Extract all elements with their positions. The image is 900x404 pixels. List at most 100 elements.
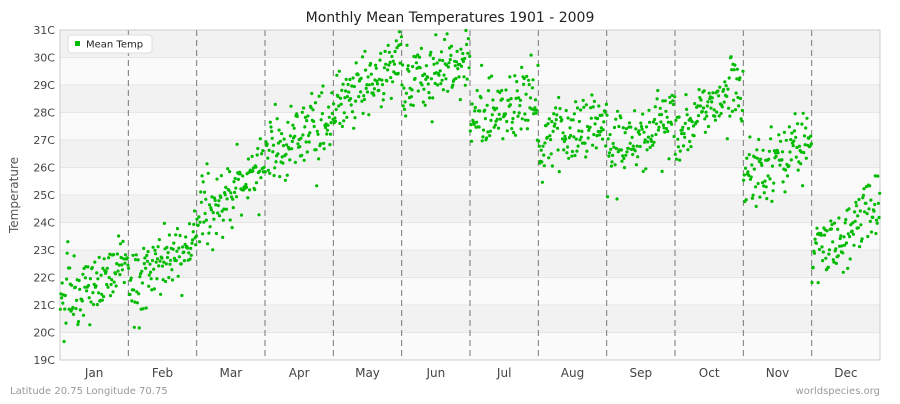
data-point [78,308,82,312]
data-point [466,37,470,41]
data-point [856,214,860,218]
data-point [115,252,119,256]
data-point [196,223,200,227]
data-point [370,82,375,86]
data-point [692,134,696,138]
data-point [268,120,272,124]
data-point [176,274,180,278]
data-point [677,115,681,119]
data-point [303,115,307,119]
data-point [272,173,276,178]
data-point [590,93,594,97]
data-point [532,108,536,112]
data-point [275,117,279,121]
data-point [800,122,804,126]
data-point [572,135,576,139]
background-band [60,305,880,333]
data-point [710,96,714,100]
data-point [187,251,191,255]
data-point [206,242,210,246]
data-point [254,165,258,169]
data-point [106,285,110,289]
data-point [547,117,551,121]
data-point [700,109,704,114]
data-point [307,140,311,144]
data-point [112,253,116,257]
data-point [592,132,596,137]
data-point [624,127,629,131]
data-point [68,266,72,270]
data-point [251,169,255,173]
data-point [520,65,524,69]
data-point [229,191,233,195]
data-point [619,148,624,152]
data-point [733,63,737,67]
data-point [591,143,595,147]
data-point [599,129,603,134]
data-point [850,229,854,233]
data-point [770,199,774,203]
data-point [718,85,722,89]
data-point [253,188,257,192]
data-point [435,61,439,65]
data-point [635,144,639,148]
data-point [489,118,493,122]
data-point [685,107,689,111]
data-point [142,262,146,266]
data-point [411,64,415,69]
data-point [638,144,642,149]
data-point [72,254,76,258]
data-point [102,257,106,261]
data-point [228,218,232,222]
data-point [90,266,94,270]
data-point [796,122,800,126]
data-point [512,110,516,114]
data-point [636,155,640,159]
data-point [66,240,70,244]
data-point [453,64,457,68]
data-point [59,292,63,296]
data-point [592,99,597,103]
data-point [654,122,659,126]
data-point [827,248,832,252]
data-point [169,258,173,262]
data-point [454,76,458,81]
data-point [144,306,148,310]
data-point [649,139,654,143]
data-point [298,145,302,149]
data-point [681,125,685,129]
data-point [278,175,282,179]
data-point [727,106,731,110]
data-point [661,123,666,127]
data-point [397,30,402,34]
data-point [736,95,740,100]
data-point [732,68,736,72]
data-point [179,262,183,266]
data-point [676,137,680,141]
data-point [814,241,819,245]
data-point [338,96,343,100]
data-point [648,145,652,149]
data-point [315,184,319,188]
data-point [516,114,520,118]
data-point [211,211,215,215]
data-point [157,264,161,268]
data-point [75,298,79,302]
data-point [195,217,199,221]
data-point [322,141,326,145]
data-point [433,81,437,86]
data-point [741,69,745,73]
data-point [342,111,346,115]
data-point [89,300,93,304]
data-point [826,265,830,269]
data-point [811,265,815,269]
data-point [750,163,754,167]
data-point [183,242,187,246]
data-point [660,169,664,173]
data-point [475,88,479,93]
data-point [194,234,198,238]
data-point [666,120,671,124]
data-point [840,244,844,248]
data-point [310,91,314,96]
data-point [597,133,602,137]
